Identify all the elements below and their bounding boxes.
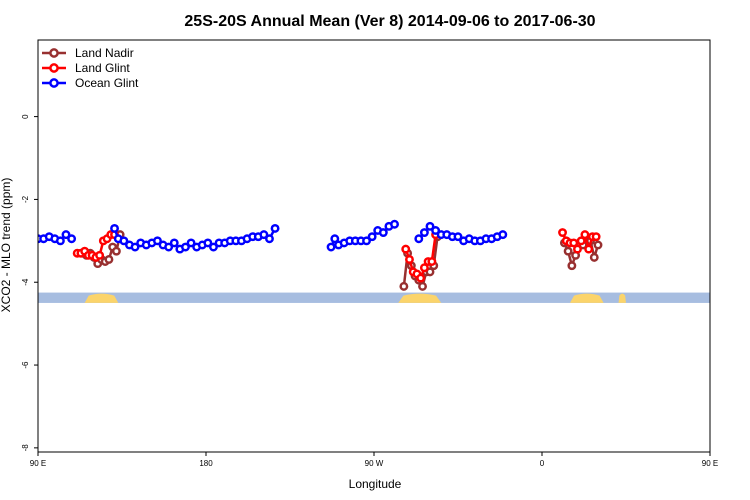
- series-0-point-2-8: [593, 240, 603, 250]
- y-tick-label-2: -4: [21, 278, 30, 286]
- series-2-point-4-2: [733, 240, 739, 246]
- series-2-point-1-8: [153, 236, 162, 246]
- land-ocean-band: [38, 292, 710, 303]
- y-tick-label-4: -8: [21, 444, 30, 452]
- series-2-point-1-14: [186, 238, 196, 248]
- series-1-point-2-7: [584, 244, 594, 254]
- series-2-point-4-4: [744, 244, 750, 250]
- series-1-point-2-6: [580, 230, 590, 240]
- series-2-point-3-3: [431, 226, 441, 235]
- series-2-point-2-1: [330, 234, 340, 244]
- series-1-point-0-6: [95, 250, 105, 260]
- series-2-point-2-10: [378, 228, 388, 237]
- x-tick-label-1: 180: [199, 459, 213, 468]
- series-1-point-2-9: [591, 232, 601, 242]
- series-1-point-3-0: [746, 250, 750, 256]
- series-2-point-1-10: [164, 242, 174, 252]
- legend-label-2: Ocean Glint: [75, 76, 139, 90]
- series-2-point-0-6: [67, 234, 77, 244]
- legend-marker-1: [49, 63, 59, 73]
- x-tick-label-2: 90 W: [365, 459, 384, 468]
- land-segment-2: [570, 293, 604, 303]
- series-1-point-2-3: [569, 238, 579, 248]
- legend-label-1: Land Glint: [75, 61, 130, 75]
- series-2-point-1-18: [209, 242, 218, 252]
- series-2-point-2-8: [367, 232, 377, 242]
- series-1-point-2-0: [558, 228, 567, 237]
- series-2-point-2-7: [362, 236, 371, 246]
- legend-label-0: Land Nadir: [75, 46, 134, 60]
- series-2-point-0-4: [55, 236, 65, 246]
- series-1-point-1-5: [419, 263, 429, 273]
- legend-marker-2: [49, 78, 59, 88]
- series-2-point-1-17: [203, 238, 213, 248]
- series-1-point-1-0: [401, 244, 411, 254]
- series-2-point-3-2: [425, 221, 435, 231]
- series-2-point-3-1: [419, 228, 429, 237]
- land-segment-1: [398, 293, 442, 303]
- series-1-point-1-4: [416, 273, 426, 283]
- series-2-point-1-2: [119, 236, 129, 246]
- series-0-point-0-9: [111, 246, 121, 256]
- axes: 90 E 180 90 W 0 90 E 0 -2 -4 -6 -8: [21, 114, 718, 468]
- series-2-point-4-3: [739, 242, 745, 248]
- series-2-point-3-15: [498, 230, 508, 240]
- series-2-point-1-29: [270, 223, 280, 233]
- x-axis-label: Longitude: [349, 477, 402, 491]
- series-1-point-2-4: [573, 244, 582, 254]
- x-tick-label-3: 0: [540, 459, 545, 468]
- series-2-point-3-7: [453, 232, 463, 242]
- series-0-point-1-0: [399, 281, 409, 291]
- y-tick-label-0: 0: [21, 114, 30, 119]
- series-2-point-2-0: [326, 242, 336, 252]
- series-2-point-1-28: [265, 234, 274, 244]
- y-axis-label: XCO2 - MLO trend (ppm): [0, 178, 13, 313]
- series-2-point-2-12: [390, 219, 399, 229]
- ocean-band: [38, 292, 710, 303]
- series-2-point-1-13: [181, 242, 190, 252]
- series-1-point-1-7: [427, 257, 437, 266]
- series-2-point-1-4: [130, 242, 140, 252]
- series-layer: [38, 219, 750, 291]
- series-2-point-4-0: [724, 225, 730, 231]
- series-0-point-2-2: [567, 261, 577, 271]
- series-1: [72, 228, 750, 283]
- series-2-point-3-0: [414, 234, 424, 244]
- series-2-line-4: [727, 228, 750, 249]
- series-0-point-0-7: [104, 255, 114, 264]
- series-0-point-2-1: [563, 246, 573, 256]
- series-1-point-1-1: [405, 255, 414, 264]
- series-0-point-2-7: [589, 252, 599, 262]
- y-tick-label-1: -2: [21, 195, 30, 203]
- land-segment-3: [618, 293, 626, 303]
- land-segment-0: [84, 293, 119, 303]
- x-tick-label-0: 90 E: [30, 459, 46, 468]
- series-1-point-2-5: [576, 236, 586, 246]
- series-2-point-1-0: [110, 223, 119, 233]
- series-2-point-0-5: [61, 230, 71, 240]
- y-tick-label-3: -6: [21, 361, 30, 369]
- legend-marker-0: [49, 48, 59, 58]
- series-0-point-1-7: [425, 267, 435, 277]
- series-2-point-1-11: [169, 238, 179, 248]
- series-2: [38, 219, 750, 254]
- series-2-point-1-27: [259, 230, 269, 240]
- x-tick-label-4: 90 E: [702, 459, 718, 468]
- series-0-point-1-5: [418, 281, 427, 291]
- chart-title: 25S-20S Annual Mean (Ver 8) 2014-09-06 t…: [184, 13, 595, 30]
- series-2-point-4-1: [727, 236, 733, 242]
